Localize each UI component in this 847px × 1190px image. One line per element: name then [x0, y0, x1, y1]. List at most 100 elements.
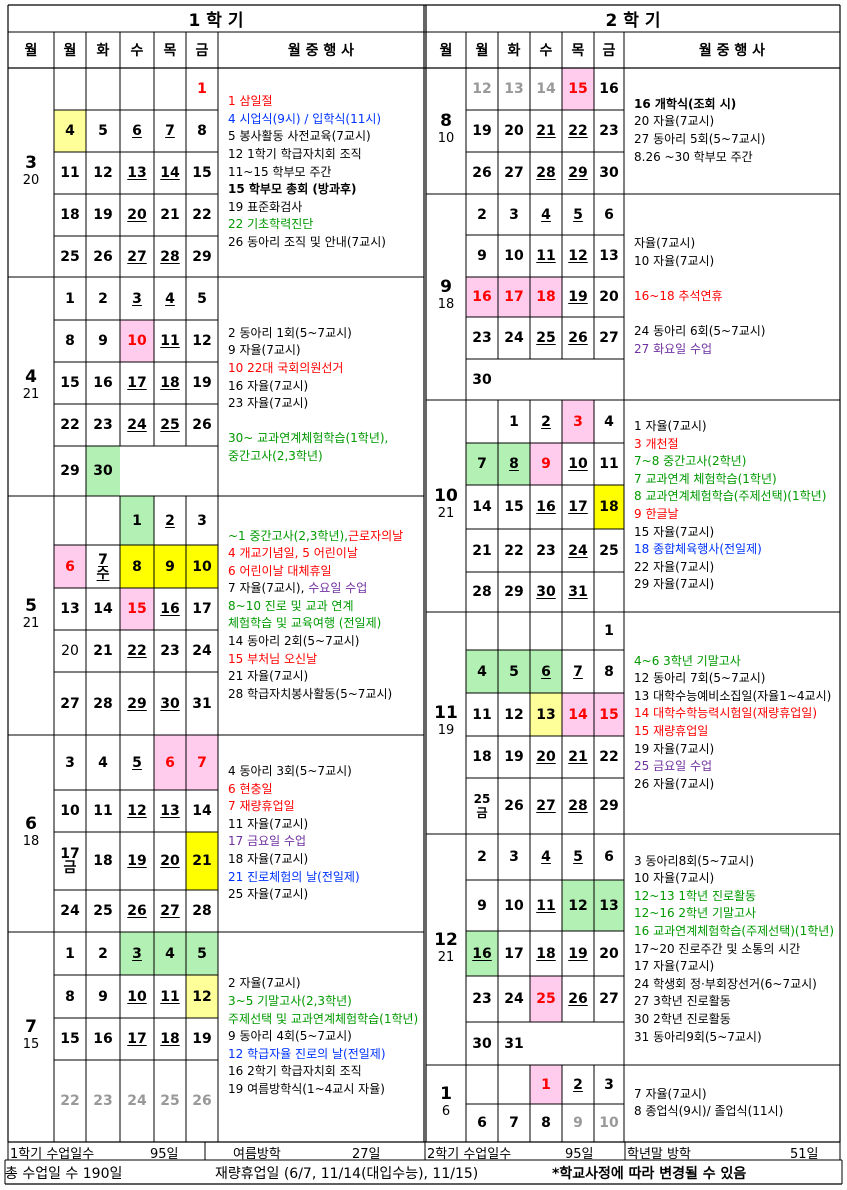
day-cell: 15 [120, 588, 154, 630]
event-line [634, 271, 838, 289]
event-text: 중간고사(2,3학년) [228, 449, 323, 464]
event-text: 1 자율(7교시) [634, 419, 707, 433]
day-number: 4 [541, 849, 551, 865]
day-number: 4 [65, 123, 75, 139]
event-line: 15 부처님 오신날 [228, 651, 422, 669]
event-line: 2 동아리 1회(5~7교시) [228, 325, 422, 343]
month-number: 11 [434, 703, 458, 723]
day-number: 26 [192, 417, 212, 433]
day-cell: 18 [54, 194, 86, 236]
event-line: 5 봉사활동 사전교육(7교시) [228, 128, 422, 146]
event-line: 27 화요일 수업 [634, 341, 838, 359]
cell-highlight [530, 277, 562, 317]
day-number: 1 [509, 413, 519, 430]
event-text: 21 진로체험의 날(전일제) [228, 869, 360, 884]
event-line: 9 한글날 [634, 506, 838, 524]
day-number: 5 [509, 663, 519, 680]
event-text: 15 자율(7교시) [634, 524, 715, 539]
event-line: 8~10 진로 및 교과 연계 [228, 598, 422, 616]
empty-day-cell [54, 68, 86, 110]
day-number: 1 [197, 81, 207, 97]
cell-highlight [186, 932, 218, 975]
event-text: 9 자율(7교시) [228, 343, 301, 358]
day-number: 6 [65, 558, 75, 575]
day-cell: 6 [594, 834, 624, 880]
day-number: 25 [160, 1093, 180, 1109]
event-line: 6 현충일 [228, 781, 422, 799]
event-line: 12 1학기 학급자치회 조직 [228, 146, 422, 164]
day-number: 14 [536, 81, 556, 97]
month-events: 16 개학식(조회 시) 20 자율(7교시) 27 동아리 5회(5~7교시) 8.… [634, 96, 838, 166]
day-cell: 14 [186, 790, 218, 832]
day-substitute-label: 수 [96, 565, 110, 582]
day-cell: 16 [86, 362, 120, 404]
day-cell: 31 [186, 672, 218, 735]
day-cell: 25 금 [466, 778, 498, 834]
day-number: 3 [132, 945, 142, 962]
day-cell: 14 [154, 152, 186, 194]
day-number: 24 [60, 903, 80, 919]
day-cell: 12 [562, 880, 594, 931]
event-line: 24 동아리 6회(5~7교시) [634, 323, 838, 341]
day-number: 31 [568, 584, 588, 600]
day-number: 13 [599, 897, 619, 914]
day-cell: 23 [466, 976, 498, 1022]
day-number: 24 [504, 330, 524, 346]
event-text: 11~15 학부모 주간 [228, 164, 332, 179]
day-cell: 30 [594, 152, 624, 194]
event-line: 7 자율(7교시), 수요일 수업 [228, 580, 422, 598]
day-cell: 8 [594, 650, 624, 693]
day-cell: 21 [186, 832, 218, 890]
event-line: 25 금요일 수업 [634, 758, 838, 776]
month-number: 12 [434, 929, 458, 950]
event-line: 27 3학년 진로활동 [634, 993, 838, 1011]
day-number: 11 [536, 248, 556, 264]
cell-highlight [154, 735, 186, 790]
event-line: 31 동아리9회(5~7교시) [634, 1029, 838, 1047]
day-number: 13 [599, 248, 619, 264]
cell-highlight [186, 832, 218, 890]
day-cell: 8 [120, 545, 154, 588]
day-number: 26 [568, 330, 588, 346]
day-number: 25 [599, 542, 619, 559]
weekday-column-header: 월 [63, 43, 77, 59]
day-number: 27 [160, 903, 180, 919]
cell-highlight [530, 976, 562, 1022]
event-text: 12 1학기 학급자치회 조직 [228, 147, 362, 162]
day-number: 7 [197, 754, 207, 771]
empty-day-cell [86, 68, 120, 110]
day-number: 11 [599, 456, 619, 472]
day-number: 13 [536, 706, 556, 723]
day-cell: 23 [154, 630, 186, 672]
event-line: 중간고사(2,3학년) [228, 448, 422, 466]
day-number: 12 [568, 897, 588, 914]
event-line: 8 교과연계체험학습(주제선택)(1학년) [634, 488, 838, 506]
day-number: 23 [160, 643, 180, 659]
day-cell: 3 [186, 496, 218, 545]
day-number: 25 [536, 330, 556, 346]
cell-highlight [154, 932, 186, 975]
event-line: 15 재량휴업일 [634, 723, 838, 741]
day-cell: 10 [186, 545, 218, 588]
day-cell: 6 [594, 194, 624, 235]
day-number: 19 [504, 749, 524, 765]
event-line: 20 자율(7교시) [634, 113, 838, 131]
day-number: 23 [472, 991, 492, 1007]
day-cell: 7 [186, 735, 218, 790]
day-number: 4 [165, 945, 175, 962]
day-cell: 28 [154, 236, 186, 277]
total-school-days: 총 수업일 수 190일 [5, 1166, 123, 1182]
cell-highlight [154, 545, 186, 588]
day-number: 12 [93, 165, 113, 181]
day-cell: 1 [186, 68, 218, 110]
day-number: 17 [568, 499, 588, 515]
day-cell: 10 [54, 790, 86, 832]
day-number: 3 [573, 413, 583, 430]
day-cell: 14 [562, 693, 594, 736]
event-line: 21 진로체험의 날(전일제) [228, 869, 422, 887]
day-cell: 24 [54, 890, 86, 932]
day-cell: 19 [186, 362, 218, 404]
cell-highlight [498, 443, 530, 485]
day-number: 30 [472, 371, 492, 388]
day-cell: 15 [562, 68, 594, 110]
